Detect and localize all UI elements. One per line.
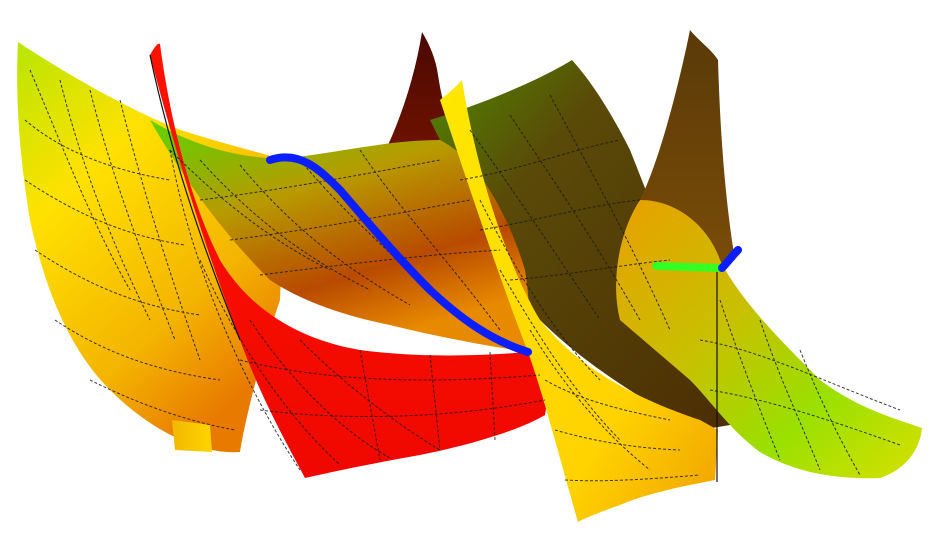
- surface-edges: [149, 54, 718, 482]
- green-curve: [652, 262, 724, 272]
- left-yellow-surface: [17, 42, 286, 453]
- blue-curve: [266, 153, 532, 356]
- mesh-lines: [24, 69, 901, 482]
- blue-curve-short: [718, 246, 742, 272]
- left-bottom-tab: [172, 420, 212, 452]
- red-surface: [150, 43, 548, 478]
- yellow-blade-surface: [440, 80, 718, 522]
